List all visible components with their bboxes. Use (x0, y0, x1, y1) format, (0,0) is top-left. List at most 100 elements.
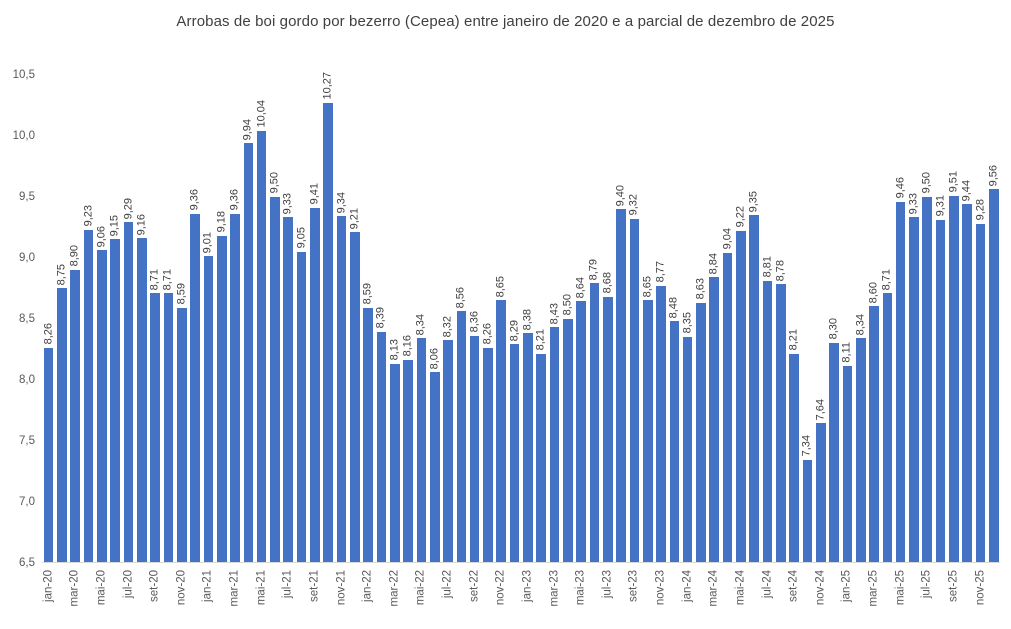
x-slot (987, 564, 1000, 628)
x-slot (827, 564, 840, 628)
bar-slot: 8,21 (535, 75, 548, 562)
bar-jan-22 (363, 307, 373, 562)
x-tick-label: mar-21 (228, 570, 241, 607)
bar-value-label: 8,77 (654, 261, 667, 283)
bar-jun-20 (110, 239, 120, 562)
x-tick-label: mai-23 (574, 570, 587, 606)
bar-value-label: 9,35 (747, 190, 760, 213)
bar-value-label: 9,51 (947, 171, 960, 193)
bar-mar-23 (549, 327, 560, 562)
x-slot: mai-23 (574, 564, 588, 628)
bar-set-21 (310, 207, 320, 562)
bar-slot: 7,64 (814, 75, 827, 562)
bar-slot: 8,26 (481, 75, 494, 562)
bar-slot: 8,56 (455, 75, 468, 562)
bar-out-21 (323, 103, 333, 562)
bar-slot: 10,27 (321, 72, 335, 562)
bar-slot: 9,40 (614, 75, 627, 562)
bar-value-label: 8,81 (761, 256, 774, 278)
bar-value-label: 9,18 (215, 211, 228, 233)
x-tick-label: mai-25 (893, 570, 906, 606)
bar-value-label: 9,23 (82, 205, 95, 227)
x-tick-label: set-23 (627, 570, 640, 602)
bar-slot: 8,35 (681, 75, 694, 562)
x-slot (721, 564, 734, 628)
bar-slot: 8,32 (441, 75, 454, 562)
x-slot (135, 564, 148, 628)
bar-value-label: 8,75 (55, 263, 68, 286)
bar-slot: 8,71 (149, 75, 162, 562)
bar-value-label: 9,05 (295, 227, 308, 249)
x-slot (82, 564, 95, 628)
x-slot: mai-21 (255, 564, 268, 628)
bar-slot: 8,16 (401, 75, 414, 562)
bar-slot: 9,29 (122, 75, 135, 562)
x-slot (881, 564, 894, 628)
bar-value-label: 7,34 (800, 435, 813, 457)
bar-slot: 9,01 (202, 75, 215, 562)
x-slot: mar-24 (708, 564, 721, 628)
bar-nov-21 (336, 216, 347, 562)
bar-nov-25 (975, 223, 986, 562)
bar-fev-25 (855, 337, 866, 562)
bar-slot: 9,50 (921, 75, 934, 562)
x-slot (428, 564, 441, 628)
bar-value-label: 9,01 (201, 232, 214, 254)
x-slot (481, 564, 494, 628)
bar-value-label: 9,22 (734, 206, 747, 228)
bar-fev-22 (376, 331, 387, 562)
bar-value-label: 9,31 (934, 195, 947, 217)
bar-slot: 8,26 (42, 75, 55, 562)
bar-value-label: 8,90 (68, 245, 81, 267)
y-tick-label: 7,5 (19, 435, 35, 447)
bar-dez-25 (989, 189, 999, 562)
bar-value-label: 8,13 (388, 339, 401, 361)
bar-jun-24 (749, 215, 759, 562)
x-tick-label: nov-22 (494, 570, 507, 606)
bar-value-label: 10,04 (255, 100, 268, 129)
bar-out-22 (483, 347, 493, 562)
bar-value-label: 8,59 (361, 283, 374, 305)
bar-value-label: 8,38 (521, 308, 534, 331)
x-slot (162, 564, 175, 628)
x-tick-label: nov-23 (654, 570, 667, 606)
bar-value-label: 9,28 (974, 199, 987, 221)
x-slot: nov-22 (495, 564, 508, 628)
bar-slot: 8,75 (55, 75, 68, 562)
bar-slot: 8,84 (708, 75, 721, 562)
x-slot (614, 564, 627, 628)
x-tick-label: jul-22 (441, 570, 454, 599)
bar-slot: 8,11 (841, 75, 854, 562)
bar-value-label: 9,29 (122, 197, 135, 220)
x-slot: jan-21 (202, 564, 215, 628)
x-slot: set-25 (947, 564, 960, 628)
bar-fev-21 (216, 235, 227, 562)
x-tick-label: mai-22 (414, 570, 427, 606)
bar-slot: 8,63 (694, 75, 707, 562)
bar-value-label: 9,16 (135, 213, 148, 236)
bar-mar-21 (230, 213, 240, 562)
bar-value-label: 9,33 (907, 193, 920, 215)
x-slot (268, 564, 281, 628)
bar-value-label: 10,27 (321, 72, 334, 101)
bar-slot: 9,41 (308, 75, 321, 562)
bar-jan-20 (43, 347, 54, 562)
bar-slot: 9,22 (734, 75, 747, 562)
bar-slot: 8,77 (654, 75, 667, 562)
bar-value-label: 8,78 (774, 260, 787, 282)
x-slot: mai-20 (95, 564, 108, 628)
x-slot: mar-23 (548, 564, 561, 628)
bar-ago-21 (296, 251, 307, 562)
bar-value-label: 8,68 (601, 272, 614, 294)
x-tick-label: mar-24 (707, 570, 720, 607)
x-slot: set-21 (308, 564, 321, 628)
bar-slot: 9,94 (242, 75, 255, 562)
bar-ago-23 (616, 208, 626, 562)
x-slot: set-24 (787, 564, 801, 628)
x-slot: nov-25 (974, 564, 987, 628)
bar-abr-22 (403, 359, 413, 562)
bar-jun-25 (909, 217, 919, 562)
bar-slot: 8,29 (508, 75, 521, 562)
x-slot (668, 564, 681, 628)
